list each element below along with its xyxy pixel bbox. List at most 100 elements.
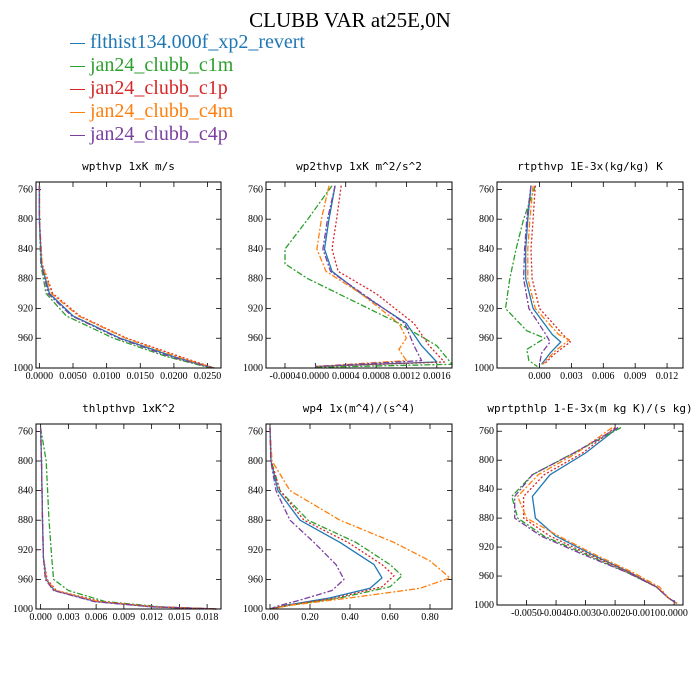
- y-tick-label: 800: [479, 214, 494, 225]
- series-line: [525, 185, 562, 365]
- plot-frame: [265, 423, 453, 610]
- series-line: [522, 185, 551, 365]
- y-tick-label: 760: [479, 184, 494, 195]
- y-tick-label: 1000: [474, 600, 494, 611]
- plot-frame: [35, 423, 222, 610]
- x-tick-label: -0.0004: [270, 371, 301, 382]
- series-line: [39, 427, 217, 610]
- chart-panel: wpthvp 1xK m/s76080084088092096010000.00…: [13, 160, 222, 382]
- y-tick-label: 920: [248, 303, 263, 314]
- legend-label: flthist134.000f_xp2_revert: [90, 31, 305, 53]
- legend-item: jan24_clubb_c4p: [70, 123, 305, 146]
- x-tick-label: 0.40: [341, 612, 359, 623]
- x-tick-label: 0.015: [168, 612, 191, 623]
- panel-title: wp4 1x(m^4)/(s^4): [303, 402, 416, 415]
- x-tick-label: 0.0004: [332, 371, 360, 382]
- y-tick-label: 960: [479, 571, 494, 582]
- x-tick-label: 0.003: [560, 371, 583, 382]
- x-tick-label: 0.0200: [160, 371, 188, 382]
- y-tick-label: 1000: [13, 604, 33, 615]
- legend-label: jan24_clubb_c4m: [90, 100, 234, 122]
- plot-frame: [35, 181, 222, 369]
- y-tick-label: 880: [248, 515, 263, 526]
- x-tick-label: 0.00: [261, 612, 279, 623]
- series-line: [514, 427, 678, 605]
- x-tick-label: 0.000: [528, 371, 551, 382]
- series-line: [39, 427, 217, 610]
- y-tick-label: 760: [248, 426, 263, 437]
- x-tick-label: 0.0012: [393, 371, 421, 382]
- y-tick-label: 840: [479, 244, 494, 255]
- x-tick-label: 0.006: [592, 371, 615, 382]
- plot-frame: [496, 423, 684, 606]
- legend-item: flthist134.000f_xp2_revert: [70, 31, 305, 54]
- series-line: [522, 427, 678, 605]
- y-tick-label: 840: [248, 486, 263, 497]
- series-line: [315, 185, 408, 368]
- y-tick-label: 960: [248, 333, 263, 344]
- y-tick-label: 760: [479, 426, 494, 437]
- plot-frame: [265, 181, 453, 369]
- series-line: [269, 427, 345, 610]
- x-tick-label: -0.0030: [570, 608, 601, 619]
- legend-line-swatch: [70, 134, 85, 136]
- x-tick-label: 0.20: [301, 612, 319, 623]
- legend-label: jan24_clubb_c1p: [90, 77, 228, 99]
- y-tick-label: 880: [479, 513, 494, 524]
- y-tick-label: 1000: [13, 363, 33, 374]
- plot-frame: [496, 181, 684, 369]
- series-line: [284, 185, 453, 368]
- series-line: [315, 185, 446, 368]
- y-tick-label: 760: [248, 184, 263, 195]
- x-tick-label: 0.0100: [93, 371, 121, 382]
- x-tick-label: 0.0050: [59, 371, 87, 382]
- series-line: [269, 427, 395, 610]
- panel-title: rtpthvp 1E-3x(kg/kg) K: [517, 160, 663, 173]
- x-tick-label: 0.009: [624, 371, 647, 382]
- x-tick-label: 0.018: [196, 612, 219, 623]
- y-tick-label: 760: [18, 426, 33, 437]
- x-tick-label: 0.0008: [362, 371, 390, 382]
- series-line: [504, 185, 546, 368]
- y-tick-label: 800: [18, 214, 33, 225]
- y-tick-label: 840: [479, 484, 494, 495]
- x-tick-label: 0.003: [57, 612, 80, 623]
- chart-panel: thlpthvp 1xK^276080084088092096010000.00…: [13, 402, 222, 623]
- series-line: [517, 427, 678, 605]
- x-tick-label: 0.0016: [423, 371, 451, 382]
- y-tick-label: 840: [18, 486, 33, 497]
- x-tick-label: 0.012: [656, 371, 679, 382]
- x-tick-label: 0.0000: [660, 608, 688, 619]
- y-tick-label: 960: [248, 574, 263, 585]
- y-tick-label: 1000: [243, 363, 263, 374]
- legend: flthist134.000f_xp2_revert jan24_clubb_c…: [70, 31, 305, 146]
- x-tick-label: 0.012: [140, 612, 163, 623]
- legend-line-swatch: [70, 42, 85, 44]
- series-line: [39, 427, 217, 610]
- legend-item: jan24_clubb_c4m: [70, 100, 305, 123]
- x-tick-label: 0.006: [85, 612, 108, 623]
- y-tick-label: 920: [18, 303, 33, 314]
- x-tick-label: -0.0040: [541, 608, 572, 619]
- chart-panel: wp2thvp 1xK m^2/s^2 760 800 840 880 920 960 100…: [243, 160, 453, 382]
- y-tick-label: 840: [248, 244, 263, 255]
- y-tick-label: 1000: [474, 363, 494, 374]
- y-tick-label: 960: [18, 333, 33, 344]
- y-tick-label: 880: [248, 274, 263, 285]
- y-tick-label: 840: [18, 244, 33, 255]
- legend-line-swatch: [70, 88, 85, 90]
- legend-label: jan24_clubb_c4p: [90, 123, 228, 145]
- series-line: [39, 427, 217, 610]
- y-tick-label: 920: [479, 542, 494, 553]
- panel-title: wprtpthlp 1-E-3x(m kg K)/(s kg): [487, 402, 692, 415]
- y-tick-label: 960: [18, 574, 33, 585]
- panel-title: thlpthvp 1xK^2: [82, 402, 175, 415]
- figure-title: CLUBB VAR at25E,0N: [249, 8, 451, 32]
- series-line: [38, 185, 214, 369]
- legend-line-swatch: [70, 111, 85, 113]
- series-line: [269, 427, 451, 610]
- y-tick-label: 960: [479, 333, 494, 344]
- legend-item: jan24_clubb_c1p: [70, 77, 305, 100]
- x-tick-label: -0.0020: [600, 608, 631, 619]
- series-line: [315, 185, 423, 368]
